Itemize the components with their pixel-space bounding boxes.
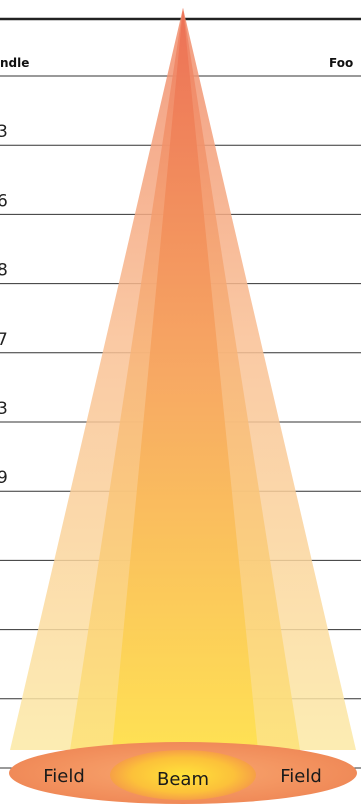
row-value: 8	[0, 261, 8, 281]
field-label-right: Field	[280, 766, 322, 787]
row-value: 3	[0, 399, 8, 419]
beam-cone-core	[112, 8, 258, 750]
row-value: 3	[0, 122, 8, 142]
header-right: Foo	[329, 56, 353, 70]
beam-label: Beam	[157, 769, 209, 790]
field-label-left: Field	[43, 766, 85, 787]
row-value: 7	[0, 330, 8, 350]
row-values: 3 6 8 7 3 9	[0, 122, 8, 488]
header-left: ndle	[0, 56, 29, 70]
beam-cone	[10, 8, 356, 750]
row-value: 6	[0, 191, 8, 211]
row-value: 9	[0, 468, 8, 488]
beam-ellipse	[110, 750, 256, 800]
